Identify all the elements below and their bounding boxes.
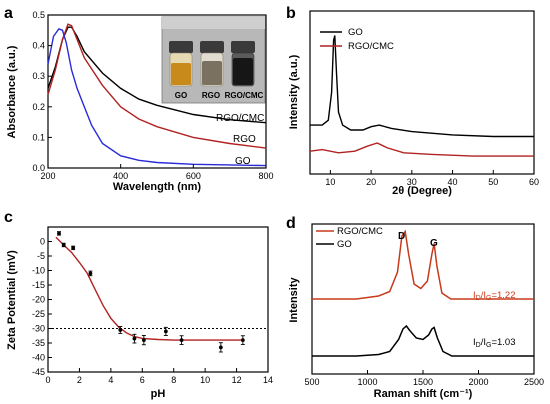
legend-b: GO RGO/CMC	[320, 27, 394, 52]
panel-a-xtick-label: 600	[186, 171, 201, 181]
series-label-go: GO	[235, 156, 251, 167]
data-point	[163, 329, 168, 334]
panel-a-xtick-label: 800	[258, 171, 273, 181]
ratio-label-rgo-cmc: ID/IG=1.22	[473, 290, 516, 302]
panel-c-xtick-label: 4	[108, 375, 113, 385]
panel-a-ytick-label: 0.4	[32, 41, 45, 51]
series-label-rgo-cmc: RGO/CMC	[216, 113, 264, 124]
panel-c-xtick-label: 14	[263, 375, 273, 385]
fit-curve	[55, 236, 245, 341]
panel-a-ytick-label: 0.0	[32, 163, 45, 173]
panel-a-ytick-label: 0.1	[32, 132, 45, 142]
panel-c-xtick-label: 0	[45, 375, 50, 385]
data-point	[61, 243, 66, 247]
data-point	[141, 338, 146, 342]
series-line-rgo-cmc	[309, 142, 534, 157]
panel-a-xtick-label: 400	[113, 171, 128, 181]
inset-label-rgo: RGO	[202, 91, 220, 100]
panel-c-ytick-label: -35	[32, 338, 45, 348]
panel-a-ytick-label: 0.2	[32, 102, 45, 112]
panel-d-xtick-label: 2000	[468, 377, 488, 387]
panel-c-ytick-label: -5	[37, 251, 45, 261]
panel-label-a: a	[4, 5, 13, 22]
panel-d: d 500 1000 1500 2000 2500 RGO/CMC GO D G ID/…	[286, 215, 544, 400]
panel-b-xtick-label: 60	[529, 177, 539, 187]
x-axis-label-d: Raman shift (cm⁻¹)	[374, 388, 473, 400]
series-label-rgo: RGO	[233, 134, 256, 145]
panel-c-ytick-label: -40	[32, 353, 45, 363]
panel-d-xtick-label: 500	[304, 377, 319, 387]
data-point	[240, 338, 245, 342]
legend-label-go-d: GO	[337, 239, 352, 250]
data-point	[179, 338, 184, 342]
panel-b-xtick-label: 30	[407, 177, 417, 187]
series-line-rgo-cmc	[312, 229, 534, 300]
y-axis-label-c: Zeta Potential (mV)	[6, 250, 18, 350]
inset-label-go: GO	[175, 91, 187, 100]
vial-rgo	[200, 41, 224, 87]
x-axis-label-c: pH	[151, 388, 166, 400]
panel-c-ytick-label: -45	[32, 367, 45, 377]
panel-a-ytick-label: 0.3	[32, 71, 45, 81]
data-point	[88, 271, 93, 276]
data-point	[71, 245, 76, 250]
panel-c-frame	[47, 226, 269, 373]
panel-b-xtick-label: 10	[325, 177, 335, 187]
panel-c-ytick-label: -20	[32, 295, 45, 305]
legend-d: RGO/CMC GO	[316, 226, 383, 250]
panel-b-xtick-label: 40	[448, 177, 458, 187]
series-line-rgo	[47, 23, 267, 149]
vial-go	[169, 41, 193, 87]
y-axis-label-d: Intensity	[288, 277, 300, 323]
panel-c-xtick-label: 12	[232, 375, 242, 385]
peak-label-g: G	[430, 238, 438, 249]
panel-b: b 10 20 30 40 50 60 GO RGO/CMC 2θ (Degree) In…	[286, 5, 539, 197]
panel-label-c: c	[4, 209, 13, 226]
panel-c-xtick-label: 8	[171, 375, 176, 385]
panel-c-ytick-label: -15	[32, 280, 45, 290]
series-line-go	[312, 324, 534, 357]
panel-c-ytick-label: -25	[32, 309, 45, 319]
panel-a-xtick-label: 200	[40, 171, 55, 181]
panel-c: c 0 2 4 6 8 10 12 14 0 -5 -10 -15 -20 -25 -30 -35 -40 -45…	[4, 209, 273, 400]
panel-label-d: d	[286, 215, 296, 232]
panel-d-xtick-label: 1500	[413, 377, 433, 387]
x-axis-label-a: Wavelength (nm)	[113, 181, 202, 193]
inset-photo: GO RGO RGO/CMC	[161, 16, 266, 104]
panel-c-ytick-label: -10	[32, 266, 45, 276]
panel-label-b: b	[286, 5, 296, 22]
inset-label-rgo-cmc: RGO/CMC	[225, 91, 264, 100]
panel-a: a 200 400 600 800 0.0 0.1 0.2 0.3 0.4 0.5	[4, 5, 274, 193]
data-point	[118, 328, 123, 332]
panel-c-xtick-label: 2	[77, 375, 82, 385]
y-axis-label-a: Absorbance (a.u.)	[6, 45, 18, 138]
series-line-go	[47, 27, 267, 167]
series-line-go	[310, 35, 534, 138]
y-axis-label-b: Intensity (a.u.)	[288, 54, 300, 129]
legend-label-rgo-cmc-d: RGO/CMC	[337, 226, 383, 237]
panel-b-frame	[309, 10, 535, 175]
panel-c-ytick-label: 0	[40, 237, 45, 247]
peak-label-d: D	[398, 231, 405, 242]
data-point	[132, 336, 137, 341]
data-point	[218, 345, 223, 350]
panel-a-ytick-label: 0.5	[32, 10, 45, 20]
panel-d-xtick-label: 1000	[357, 377, 377, 387]
panel-d-xtick-label: 2500	[524, 377, 544, 387]
data-point	[57, 231, 61, 236]
vial-rgo-cmc	[231, 41, 255, 87]
legend-label-rgo-cmc: RGO/CMC	[348, 41, 394, 52]
panel-c-xtick-label: 6	[140, 375, 145, 385]
panel-c-ytick-label: -30	[32, 324, 45, 334]
panel-c-xtick-label: 10	[200, 375, 210, 385]
ratio-label-go: ID/IG=1.03	[473, 337, 516, 349]
panel-b-xtick-label: 20	[366, 177, 376, 187]
x-axis-label-b: 2θ (Degree)	[392, 185, 452, 197]
panel-a-frame	[47, 14, 267, 169]
panel-b-xtick-label: 50	[488, 177, 498, 187]
legend-label-go: GO	[348, 27, 363, 38]
